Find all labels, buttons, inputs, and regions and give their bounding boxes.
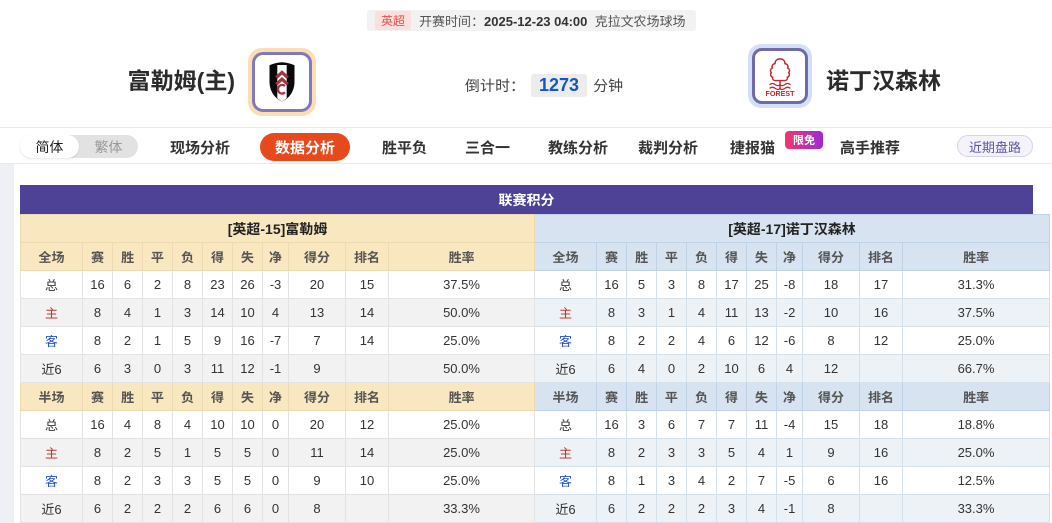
svg-text:FOREST: FOREST (766, 90, 796, 98)
